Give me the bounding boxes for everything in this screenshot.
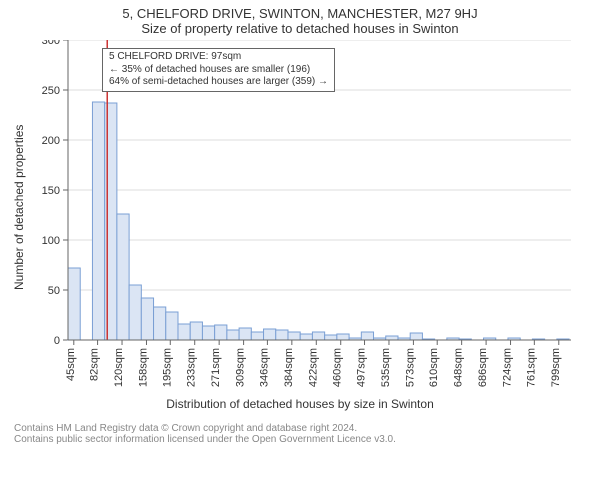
svg-text:120sqm: 120sqm: [113, 348, 125, 387]
svg-text:384sqm: 384sqm: [283, 348, 295, 387]
svg-text:250: 250: [42, 85, 60, 97]
chart-container: Number of detached properties 5 CHELFORD…: [10, 40, 590, 395]
page-title-1: 5, CHELFORD DRIVE, SWINTON, MANCHESTER, …: [0, 0, 600, 21]
svg-text:100: 100: [42, 235, 60, 247]
y-axis-label: Number of detached properties: [12, 125, 26, 290]
page-title-2: Size of property relative to detached ho…: [0, 21, 600, 36]
svg-text:497sqm: 497sqm: [356, 348, 368, 387]
svg-text:200: 200: [42, 135, 60, 147]
annotation-box: 5 CHELFORD DRIVE: 97sqm ← 35% of detache…: [102, 48, 335, 92]
svg-text:300: 300: [42, 40, 60, 47]
svg-text:309sqm: 309sqm: [235, 348, 247, 387]
footer-line-2: Contains public sector information licen…: [14, 434, 586, 445]
svg-text:158sqm: 158sqm: [137, 348, 149, 387]
svg-text:761sqm: 761sqm: [525, 348, 537, 387]
svg-text:535sqm: 535sqm: [380, 348, 392, 387]
svg-text:610sqm: 610sqm: [428, 348, 440, 387]
svg-text:50: 50: [48, 285, 60, 297]
svg-text:422sqm: 422sqm: [307, 348, 319, 387]
svg-text:573sqm: 573sqm: [404, 348, 416, 387]
annotation-line-1: 5 CHELFORD DRIVE: 97sqm: [109, 51, 328, 64]
svg-text:686sqm: 686sqm: [477, 348, 489, 387]
footer: Contains HM Land Registry data © Crown c…: [14, 423, 586, 445]
svg-text:460sqm: 460sqm: [332, 348, 344, 387]
svg-text:648sqm: 648sqm: [453, 348, 465, 387]
svg-text:724sqm: 724sqm: [502, 348, 514, 387]
svg-text:271sqm: 271sqm: [210, 348, 222, 387]
annotation-line-2: ← 35% of detached houses are smaller (19…: [109, 64, 328, 77]
svg-text:195sqm: 195sqm: [161, 348, 173, 387]
x-axis-label: Distribution of detached houses by size …: [0, 397, 600, 411]
histogram-svg: 0 50 100 150 200 250 300 45sqm 82sqm 120sqm 158sqm…: [10, 40, 590, 395]
svg-text:346sqm: 346sqm: [258, 348, 270, 387]
svg-text:233sqm: 233sqm: [186, 348, 198, 387]
svg-text:82sqm: 82sqm: [89, 348, 101, 381]
annotation-line-3: 64% of semi-detached houses are larger (…: [109, 76, 328, 89]
svg-text:45sqm: 45sqm: [65, 348, 77, 381]
footer-line-1: Contains HM Land Registry data © Crown c…: [14, 423, 586, 434]
svg-text:150: 150: [42, 185, 60, 197]
svg-text:799sqm: 799sqm: [550, 348, 562, 387]
svg-text:0: 0: [54, 335, 60, 347]
